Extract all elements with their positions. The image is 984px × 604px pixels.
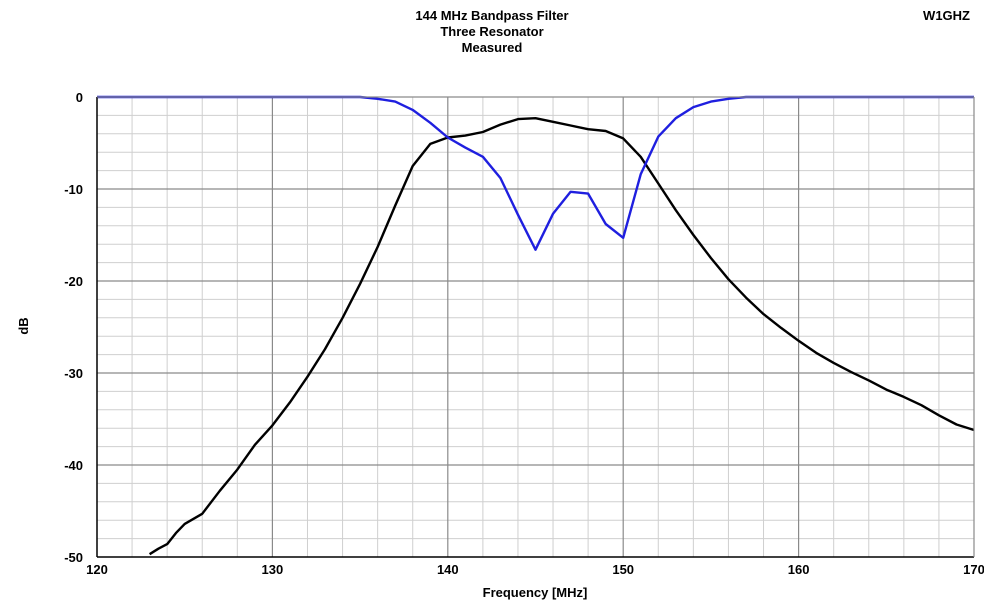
y-tick-label: -40 [64, 458, 83, 473]
chart-subtitle: Three Resonator [440, 24, 544, 39]
chart-title-block: 144 MHz Bandpass Filter Three Resonator … [0, 8, 984, 56]
grid-minor [97, 97, 974, 557]
x-axis-label: Frequency [MHz] [483, 585, 588, 600]
x-tick-label: 140 [437, 562, 459, 577]
chart-title: 144 MHz Bandpass Filter [415, 8, 569, 23]
tick-labels: 120 130 140 150 160 170 0 -10 -20 -30 -40 -50 [64, 90, 984, 577]
axes [96, 96, 975, 558]
y-tick-label: -20 [64, 274, 83, 289]
y-tick-label: -50 [64, 550, 83, 565]
y-tick-label: 0 [76, 90, 83, 105]
x-tick-label: 160 [788, 562, 810, 577]
chart-subtitle-2: Measured [461, 40, 523, 55]
x-tick-label: 170 [963, 562, 984, 577]
y-tick-label: -10 [64, 182, 83, 197]
y-axis-label: dB [16, 317, 31, 334]
series-layer [97, 95, 975, 556]
y-tick-label: -30 [64, 366, 83, 381]
x-tick-label: 120 [86, 562, 108, 577]
author-callsign: W1GHZ [923, 8, 970, 23]
series-line-1 [148, 117, 975, 556]
series-line-2 [97, 95, 974, 251]
x-tick-label: 130 [262, 562, 284, 577]
grid-major [97, 97, 974, 557]
x-tick-label: 150 [612, 562, 634, 577]
